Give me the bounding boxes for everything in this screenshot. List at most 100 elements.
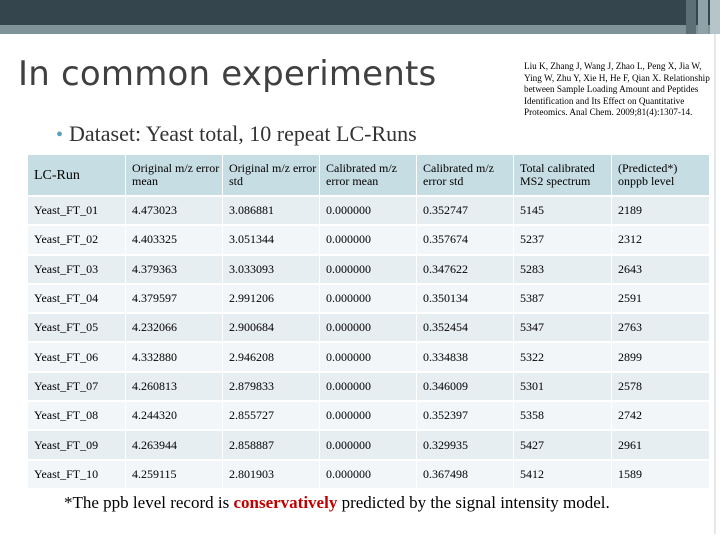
table-cell: 4.263944 bbox=[126, 431, 223, 461]
table-cell: 0.000000 bbox=[320, 284, 417, 315]
table-cell: 4.259115 bbox=[126, 460, 223, 490]
table-cell: 2.879833 bbox=[223, 372, 320, 403]
table-cell: 0.367498 bbox=[417, 460, 514, 490]
table-cell: 5427 bbox=[514, 431, 612, 461]
table-cell: Yeast_FT_07 bbox=[28, 372, 126, 403]
table-cell: 4.379363 bbox=[126, 255, 223, 285]
table-cell: 2.858887 bbox=[223, 431, 320, 461]
table-cell: 3.086881 bbox=[223, 197, 320, 227]
table-cell: 5145 bbox=[514, 197, 612, 227]
table-cell: Yeast_FT_06 bbox=[28, 343, 126, 373]
table-cell: 1589 bbox=[612, 460, 710, 490]
table-cell: 4.379597 bbox=[126, 284, 223, 315]
table-cell: 0.352747 bbox=[417, 197, 514, 227]
table-cell: 2.900684 bbox=[223, 314, 320, 344]
table-cell: 0.334838 bbox=[417, 343, 514, 373]
table-row: Yeast_FT_06 4.332880 2.946208 0.000000 0.334… bbox=[28, 343, 710, 373]
footnote-emphasis: conservatively bbox=[233, 493, 338, 512]
header-original-std: Original m/z error std bbox=[223, 155, 320, 197]
table-cell: 2.991206 bbox=[223, 284, 320, 315]
table-cell: 4.332880 bbox=[126, 343, 223, 373]
table-row: Yeast_FT_07 4.260813 2.879833 0.000000 0.346… bbox=[28, 372, 710, 403]
table-cell: 2899 bbox=[612, 343, 710, 373]
corner-block bbox=[686, 0, 696, 34]
table-cell: 0.000000 bbox=[320, 314, 417, 344]
table-cell: Yeast_FT_10 bbox=[28, 460, 126, 490]
top-banner-dark bbox=[0, 0, 720, 25]
table-cell: 2.946208 bbox=[223, 343, 320, 373]
table-row: Yeast_FT_04 4.379597 2.991206 0.000000 0.350… bbox=[28, 284, 710, 315]
footnote-text: *The ppb level record is bbox=[64, 493, 234, 512]
table-cell: 2189 bbox=[612, 197, 710, 227]
table-cell: 5322 bbox=[514, 343, 612, 373]
table-cell: 5412 bbox=[514, 460, 612, 490]
table-cell: 5358 bbox=[514, 402, 612, 432]
footnote: *The ppb level record is conservatively … bbox=[64, 493, 610, 513]
table-cell: Yeast_FT_02 bbox=[28, 226, 126, 256]
table-cell: 4.403325 bbox=[126, 226, 223, 256]
table-cell: 0.000000 bbox=[320, 226, 417, 256]
table-cell: Yeast_FT_03 bbox=[28, 255, 126, 285]
header-lc-run: LC-Run bbox=[28, 155, 126, 197]
dataset-bullet: • Dataset: Yeast total, 10 repeat LC-Runs bbox=[56, 121, 417, 147]
table-cell: 2.855727 bbox=[223, 402, 320, 432]
table-row: Yeast_FT_08 4.244320 2.855727 0.000000 0.352… bbox=[28, 402, 710, 432]
dataset-text: Dataset: Yeast total, 10 repeat LC-Runs bbox=[69, 121, 417, 146]
table-cell: Yeast_FT_04 bbox=[28, 284, 126, 315]
corner-decoration bbox=[684, 0, 720, 34]
table-cell: 0.350134 bbox=[417, 284, 514, 315]
footnote-text-end: predicted by the signal intensity model. bbox=[337, 493, 610, 512]
table-cell: 0.329935 bbox=[417, 431, 514, 461]
table-cell: 5283 bbox=[514, 255, 612, 285]
table-row: Yeast_FT_02 4.403325 3.051344 0.000000 0.357… bbox=[28, 226, 710, 256]
top-banner-light bbox=[0, 25, 720, 34]
table-cell: 0.357674 bbox=[417, 226, 514, 256]
table-cell: 4.473023 bbox=[126, 197, 223, 227]
table-cell: 2312 bbox=[612, 226, 710, 256]
table-cell: 0.000000 bbox=[320, 372, 417, 403]
table-cell: 2.801903 bbox=[223, 460, 320, 490]
table-cell: 0.346009 bbox=[417, 372, 514, 403]
table-cell: 2742 bbox=[612, 402, 710, 432]
table-cell: 3.033093 bbox=[223, 255, 320, 285]
bullet-icon: • bbox=[56, 124, 64, 146]
table-cell: 4.232066 bbox=[126, 314, 223, 344]
table-header-row: LC-Run Original m/z error mean Original … bbox=[28, 155, 710, 197]
table-cell: 2961 bbox=[612, 431, 710, 461]
header-total-ms2: Total calibrated MS2 spectrum bbox=[514, 155, 612, 197]
corner-block bbox=[710, 0, 720, 34]
table-cell: 4.260813 bbox=[126, 372, 223, 403]
table-cell: 2578 bbox=[612, 372, 710, 403]
header-predicted-ppb: (Predicted*) onppb level bbox=[612, 155, 710, 197]
table-cell: 5347 bbox=[514, 314, 612, 344]
table-row: Yeast_FT_03 4.379363 3.033093 0.000000 0.347… bbox=[28, 255, 710, 285]
table-cell: 0.000000 bbox=[320, 402, 417, 432]
table-row: Yeast_FT_10 4.259115 2.801903 0.000000 0.367… bbox=[28, 460, 710, 490]
table-cell: 0.352454 bbox=[417, 314, 514, 344]
table-cell: 5387 bbox=[514, 284, 612, 315]
header-original-mean: Original m/z error mean bbox=[126, 155, 223, 197]
table-cell: 5301 bbox=[514, 372, 612, 403]
table-cell: 0.000000 bbox=[320, 197, 417, 227]
table-row: Yeast_FT_09 4.263944 2.858887 0.000000 0.329… bbox=[28, 431, 710, 461]
table-cell: 3.051344 bbox=[223, 226, 320, 256]
table-row: Yeast_FT_05 4.232066 2.900684 0.000000 0.352… bbox=[28, 314, 710, 344]
table-cell: Yeast_FT_05 bbox=[28, 314, 126, 344]
table-cell: Yeast_FT_09 bbox=[28, 431, 126, 461]
corner-block bbox=[698, 0, 708, 34]
table-cell: Yeast_FT_08 bbox=[28, 402, 126, 432]
header-calibrated-std: Calibrated m/z error std bbox=[417, 155, 514, 197]
table-cell: 0.347622 bbox=[417, 255, 514, 285]
table-row: Yeast_FT_01 4.473023 3.086881 0.000000 0.352… bbox=[28, 197, 710, 227]
calibration-table: LC-Run Original m/z error mean Original … bbox=[28, 155, 710, 490]
table-cell: 5237 bbox=[514, 226, 612, 256]
right-edge-rule bbox=[714, 34, 716, 534]
table-cell: 4.244320 bbox=[126, 402, 223, 432]
slide-title: In common experiments bbox=[18, 54, 437, 94]
table-cell: 2643 bbox=[612, 255, 710, 285]
citation-text: Liu K, Zhang J, Wang J, Zhao L, Peng X, … bbox=[524, 61, 710, 118]
table-cell: 0.000000 bbox=[320, 460, 417, 490]
table-cell: 0.000000 bbox=[320, 343, 417, 373]
table-cell: 2763 bbox=[612, 314, 710, 344]
table-cell: 0.000000 bbox=[320, 431, 417, 461]
